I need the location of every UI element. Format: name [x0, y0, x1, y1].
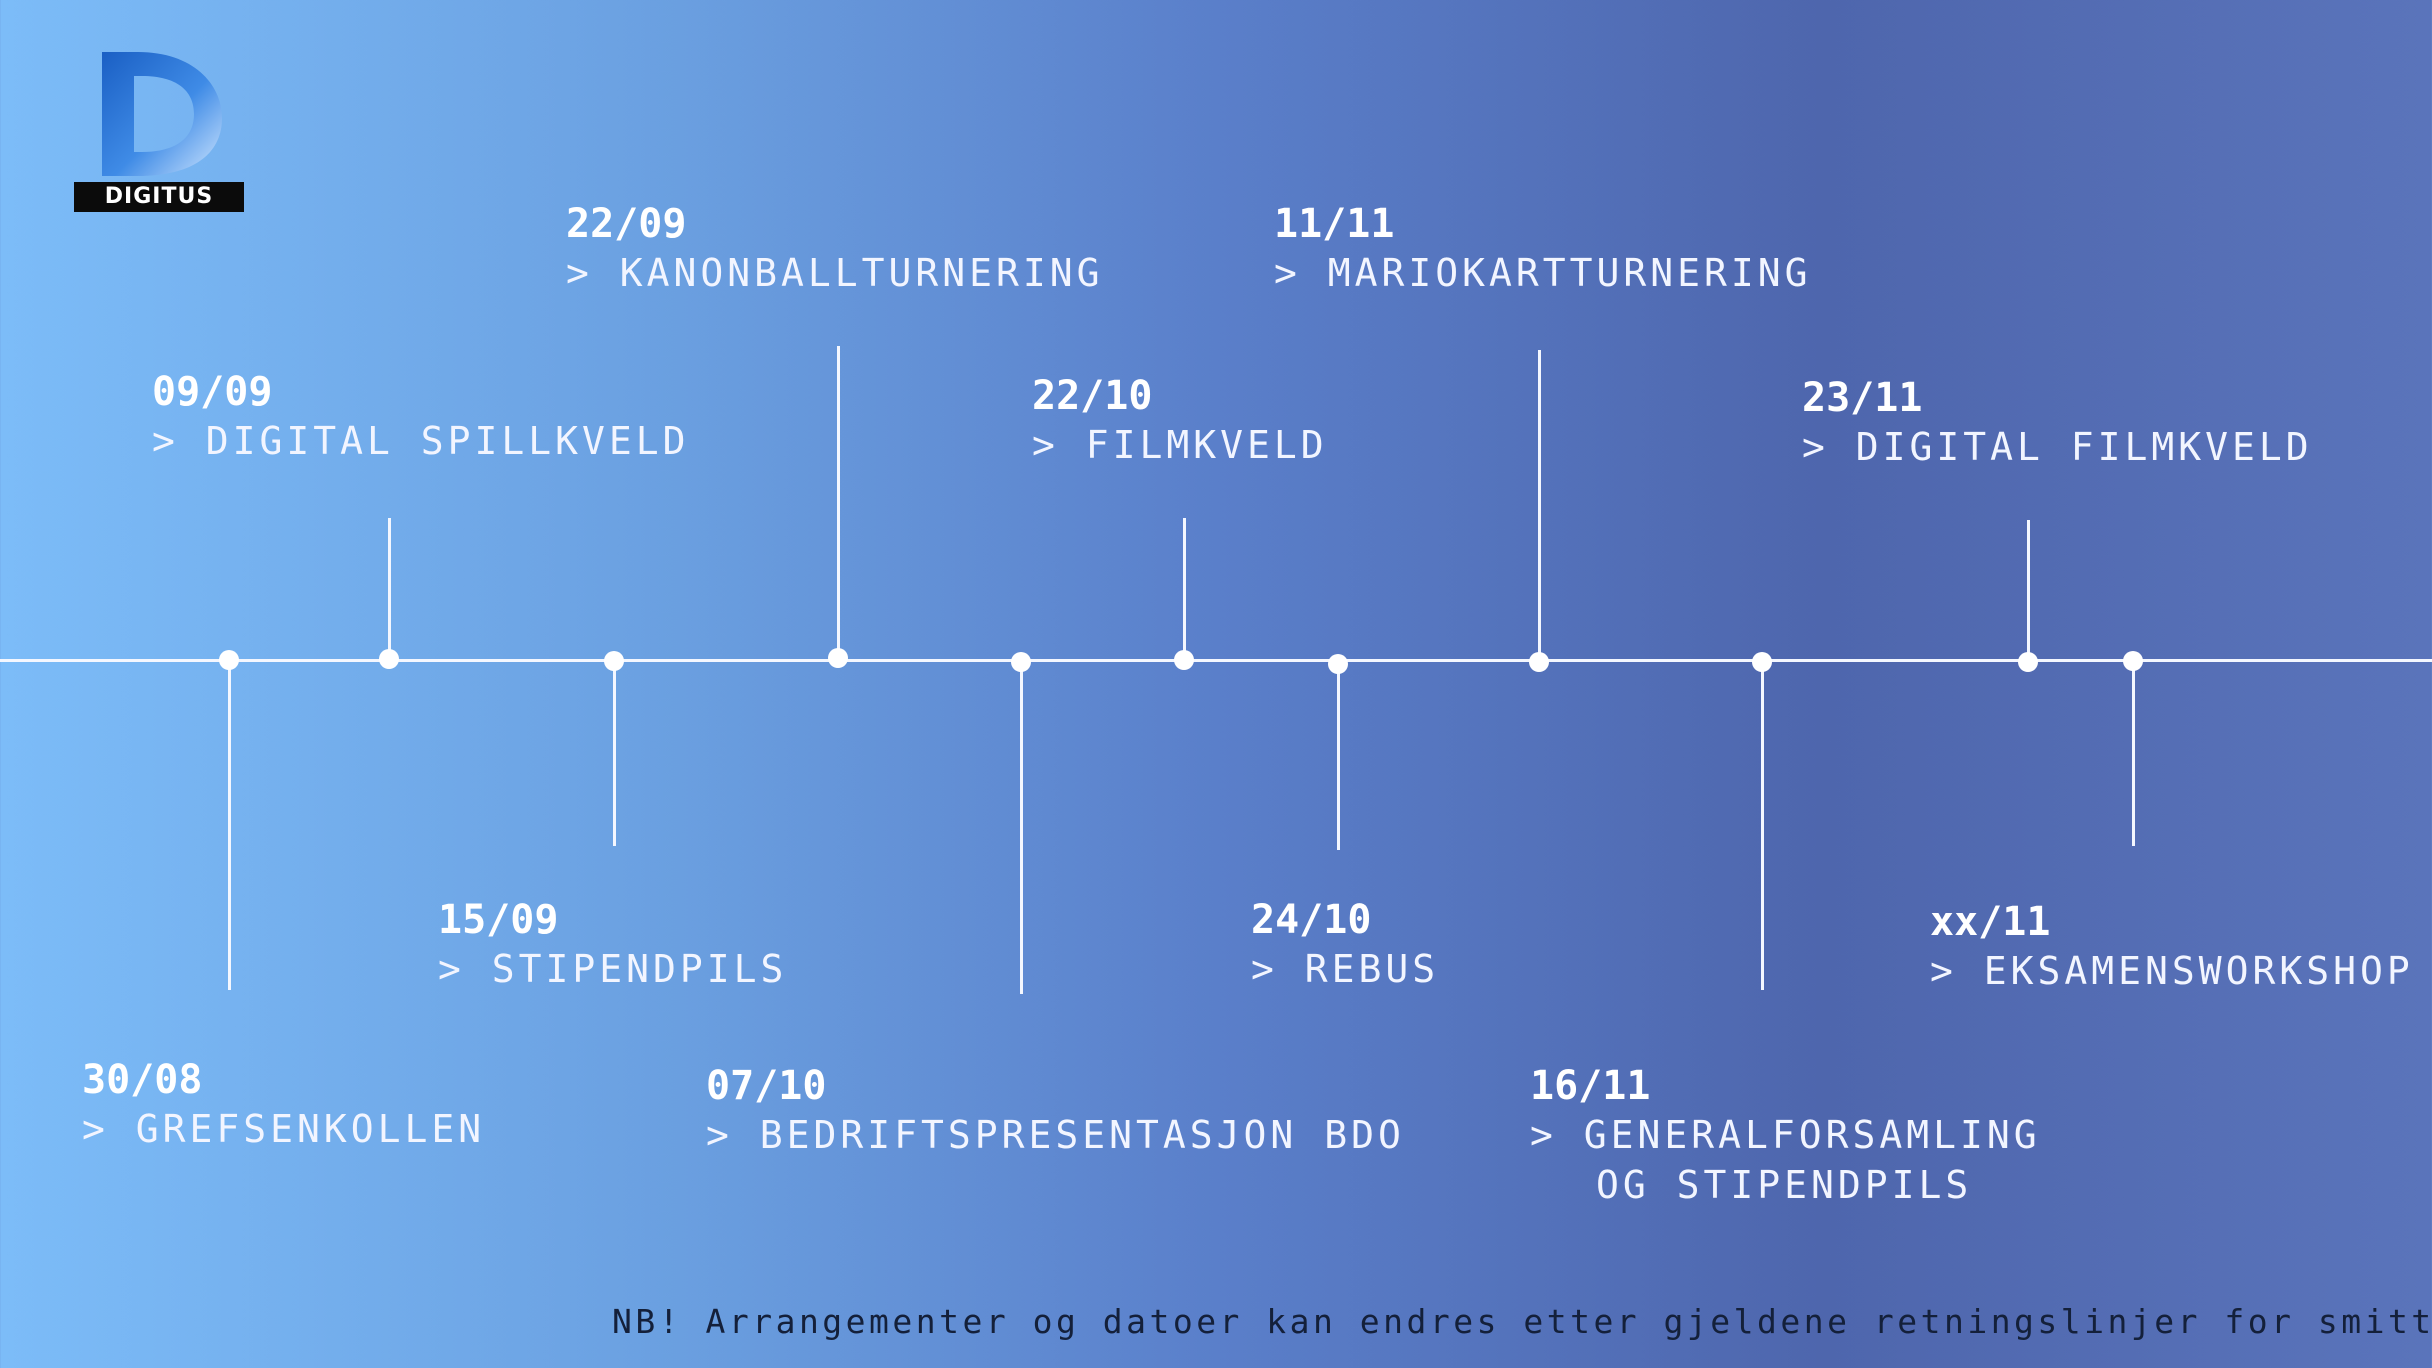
d-letter-logo-icon	[102, 52, 222, 176]
event-23-11: 23/11 > DIGITAL FILMKVELD	[1802, 374, 2313, 472]
event-name: > KANONBALLTURNERING	[566, 251, 1104, 295]
tick-11-11	[1538, 350, 1541, 660]
event-name: > EKSAMENSWORKSHOP	[1930, 949, 2414, 993]
timeline-axis	[0, 659, 2432, 662]
tick-22-10	[1183, 518, 1186, 660]
event-date: 09/09	[152, 369, 273, 415]
event-name: > MARIOKARTTURNERING	[1274, 251, 1812, 295]
event-date: 07/10	[706, 1063, 827, 1109]
timeline-dot-15-09	[604, 651, 624, 671]
timeline-dot-23-11	[2018, 652, 2038, 672]
event-date: 15/09	[438, 897, 559, 943]
event-date: 23/11	[1802, 375, 1923, 421]
event-22-10: 22/10 > FILMKVELD	[1032, 372, 1328, 470]
tick-22-09	[837, 346, 840, 660]
digitus-logo: DIGITUS	[74, 48, 244, 212]
timeline-dot-07-10	[1011, 652, 1031, 672]
event-name: > DIGITAL FILMKVELD	[1802, 425, 2313, 469]
event-date: 30/08	[82, 1057, 203, 1103]
event-date: 22/09	[566, 201, 687, 247]
event-date: 24/10	[1251, 897, 1372, 943]
event-15-09: 15/09 > STIPENDPILS	[438, 896, 787, 994]
tick-xx-11	[2132, 660, 2135, 846]
event-11-11: 11/11 > MARIOKARTTURNERING	[1274, 200, 1812, 298]
timeline-dot-16-11	[1752, 652, 1772, 672]
event-date: 22/10	[1032, 373, 1153, 419]
event-30-08: 30/08 > GREFSENKOLLEN	[82, 1056, 485, 1154]
event-07-10: 07/10 > BEDRIFTSPRESENTASJON BDO	[706, 1062, 1405, 1160]
timeline-dot-22-10	[1174, 650, 1194, 670]
tick-30-08	[228, 660, 231, 990]
timeline-dot-30-08	[219, 650, 239, 670]
event-name: > GENERALFORSAMLING	[1530, 1113, 2041, 1157]
event-xx-11: xx/11 > EKSAMENSWORKSHOP	[1930, 898, 2414, 996]
tick-09-09	[388, 518, 391, 660]
timeline-dot-24-10	[1328, 654, 1348, 674]
event-name: > REBUS	[1251, 947, 1440, 991]
footnote: NB! Arrangementer og datoer kan endres e…	[612, 1302, 2432, 1341]
tick-24-10	[1337, 660, 1340, 850]
event-16-11: 16/11 > GENERALFORSAMLING OG STIPENDPILS	[1530, 1062, 2041, 1210]
timeline-dot-xx-11	[2123, 651, 2143, 671]
tick-07-10	[1020, 660, 1023, 994]
tick-15-09	[613, 660, 616, 846]
event-date: 16/11	[1530, 1063, 1651, 1109]
tick-23-11	[2027, 520, 2030, 660]
event-date: xx/11	[1930, 899, 2051, 945]
timeline-dot-09-09	[379, 649, 399, 669]
event-24-10: 24/10 > REBUS	[1251, 896, 1439, 994]
tick-16-11	[1761, 660, 1764, 990]
event-date: 11/11	[1274, 201, 1395, 247]
logo-text: DIGITUS	[74, 182, 244, 212]
event-name: > BEDRIFTSPRESENTASJON BDO	[706, 1113, 1405, 1157]
event-09-09: 09/09 > DIGITAL SPILLKVELD	[152, 368, 690, 466]
event-name: > STIPENDPILS	[438, 947, 788, 991]
event-name: > FILMKVELD	[1032, 423, 1328, 467]
event-name-line2: OG STIPENDPILS	[1596, 1163, 1973, 1207]
timeline-dot-11-11	[1529, 652, 1549, 672]
event-22-09: 22/09 > KANONBALLTURNERING	[566, 200, 1104, 298]
event-name: > GREFSENKOLLEN	[82, 1107, 486, 1151]
event-name: > DIGITAL SPILLKVELD	[152, 419, 690, 463]
timeline-dot-22-09	[828, 648, 848, 668]
